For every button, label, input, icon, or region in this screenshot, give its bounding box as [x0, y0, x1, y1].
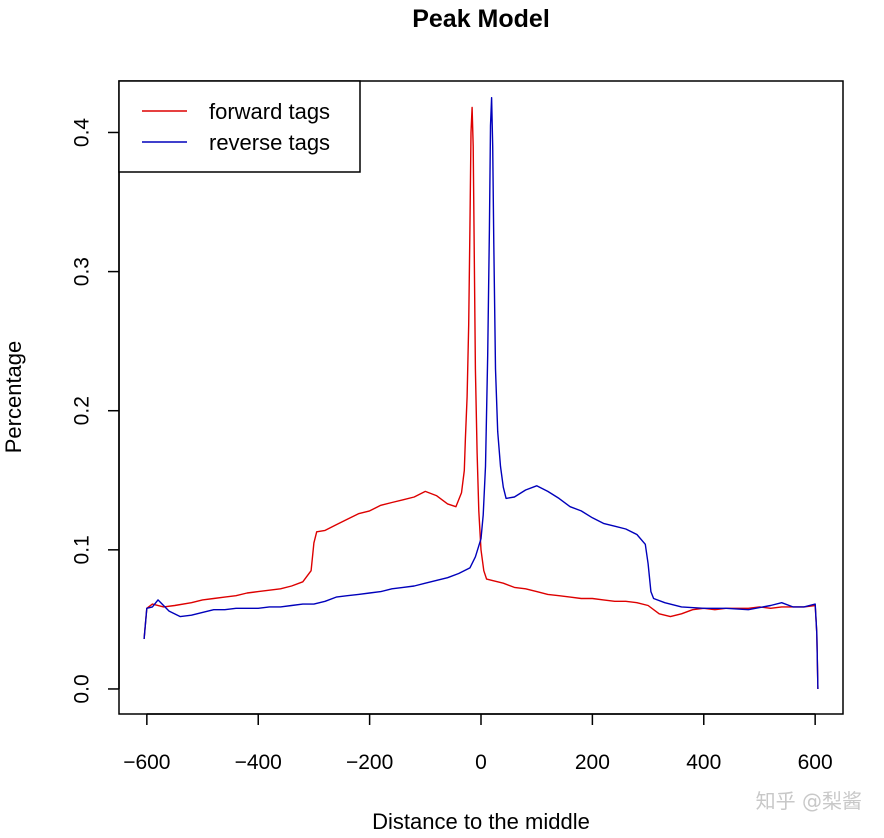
x-axis: −600 −400 −200 0 200 400 600: [123, 713, 833, 774]
legend-label-forward: forward tags: [209, 99, 330, 124]
reverse-tags-line: [143, 97, 819, 690]
y-tick-label: 0.3: [71, 257, 94, 286]
y-axis: 0.0 0.1 0.2 0.3 0.4: [71, 118, 120, 704]
x-tick-label: 200: [575, 751, 610, 774]
x-axis-label: Distance to the middle: [372, 809, 590, 834]
x-tick-label: 400: [686, 751, 721, 774]
x-tick-label: 0: [475, 751, 487, 774]
y-tick-label: 0.0: [71, 674, 94, 703]
forward-tags-line: [143, 106, 819, 690]
x-tick-label: −400: [235, 751, 282, 774]
y-tick-label: 0.4: [71, 118, 94, 148]
x-tick-label: −600: [123, 751, 170, 774]
legend: forward tags reverse tags: [118, 80, 361, 173]
legend-box: [118, 80, 361, 173]
y-axis-label: Percentage: [1, 341, 26, 454]
y-tick-label: 0.2: [71, 396, 94, 425]
x-tick-label: 600: [798, 751, 833, 774]
plot-frame: [118, 80, 844, 715]
chart-title: Peak Model: [412, 5, 550, 33]
watermark-text: 知乎 @梨酱: [755, 789, 862, 813]
y-tick-label: 0.1: [71, 535, 94, 564]
legend-label-reverse: reverse tags: [209, 130, 330, 155]
series-layer: [143, 97, 819, 690]
x-tick-label: −200: [346, 751, 393, 774]
